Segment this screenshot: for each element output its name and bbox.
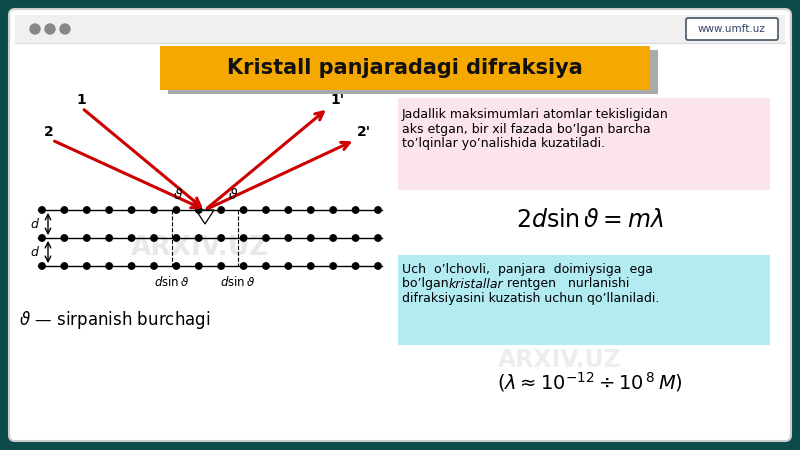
Text: 2: 2 <box>44 125 54 139</box>
Circle shape <box>173 235 179 241</box>
Circle shape <box>262 235 269 241</box>
Circle shape <box>262 263 269 269</box>
Circle shape <box>218 263 224 269</box>
Circle shape <box>285 207 291 213</box>
Text: $\left(\lambda \approx 10^{-12} \div 10^{\,8}\, M\right)$: $\left(\lambda \approx 10^{-12} \div 10^… <box>497 370 683 394</box>
Circle shape <box>307 235 314 241</box>
Text: ARXIV.UZ: ARXIV.UZ <box>498 348 622 372</box>
Circle shape <box>38 263 45 269</box>
Circle shape <box>83 263 90 269</box>
Circle shape <box>374 207 381 213</box>
Text: $\vartheta$: $\vartheta$ <box>228 187 238 202</box>
Circle shape <box>195 235 202 241</box>
Text: $\vartheta$: $\vartheta$ <box>173 187 183 202</box>
Circle shape <box>106 263 112 269</box>
Circle shape <box>240 235 246 241</box>
Text: $2d\sin\vartheta = m\lambda$: $2d\sin\vartheta = m\lambda$ <box>516 208 664 232</box>
Circle shape <box>218 207 224 213</box>
Text: 1': 1' <box>330 93 344 107</box>
FancyBboxPatch shape <box>9 9 791 441</box>
Circle shape <box>61 235 67 241</box>
Circle shape <box>173 263 179 269</box>
Bar <box>168 50 658 94</box>
Text: aks etgan, bir xil fazada bo’lgan barcha: aks etgan, bir xil fazada bo’lgan barcha <box>402 122 650 135</box>
Circle shape <box>128 263 134 269</box>
Circle shape <box>262 207 269 213</box>
Circle shape <box>128 235 134 241</box>
Circle shape <box>240 207 246 213</box>
Circle shape <box>38 235 45 241</box>
Circle shape <box>218 235 224 241</box>
Circle shape <box>352 207 358 213</box>
Text: $\vartheta$ — sirpanish burchagi: $\vartheta$ — sirpanish burchagi <box>19 309 210 331</box>
Text: 1: 1 <box>76 93 86 107</box>
Text: 2': 2' <box>357 125 371 139</box>
Circle shape <box>60 24 70 34</box>
Text: bo’lgan: bo’lgan <box>402 278 457 291</box>
Circle shape <box>83 235 90 241</box>
Circle shape <box>173 207 179 213</box>
Text: www.umft.uz: www.umft.uz <box>698 24 766 34</box>
Text: Jadallik maksimumlari atomlar tekisligidan: Jadallik maksimumlari atomlar tekisligid… <box>402 108 669 121</box>
Text: Uch  o’lchovli,  panjara  doimiysiga  ega: Uch o’lchovli, panjara doimiysiga ega <box>402 263 653 276</box>
Circle shape <box>151 263 157 269</box>
Circle shape <box>106 235 112 241</box>
Circle shape <box>330 207 336 213</box>
Circle shape <box>352 235 358 241</box>
Text: kristallar: kristallar <box>449 278 504 291</box>
Circle shape <box>285 235 291 241</box>
Circle shape <box>195 263 202 269</box>
Circle shape <box>374 263 381 269</box>
Circle shape <box>83 207 90 213</box>
Text: $d\sin\vartheta$: $d\sin\vartheta$ <box>154 275 190 289</box>
Circle shape <box>151 207 157 213</box>
Circle shape <box>151 235 157 241</box>
Text: Kristall panjaradagi difraksiya: Kristall panjaradagi difraksiya <box>227 58 583 78</box>
Bar <box>15 15 785 43</box>
Circle shape <box>330 263 336 269</box>
Circle shape <box>307 263 314 269</box>
Text: ARXIV.UZ: ARXIV.UZ <box>131 235 269 261</box>
Circle shape <box>307 207 314 213</box>
Circle shape <box>352 263 358 269</box>
Bar <box>398 255 770 345</box>
Circle shape <box>106 207 112 213</box>
Circle shape <box>61 263 67 269</box>
Bar <box>160 46 650 90</box>
Circle shape <box>240 263 246 269</box>
Circle shape <box>30 24 40 34</box>
Text: $d\sin\vartheta$: $d\sin\vartheta$ <box>220 275 256 289</box>
Text: $d$: $d$ <box>30 217 40 231</box>
Text: rentgen   nurlanishi: rentgen nurlanishi <box>499 278 630 291</box>
Circle shape <box>330 235 336 241</box>
Circle shape <box>195 207 202 213</box>
Text: difraksiyasini kuzatish uchun qo’llaniladi.: difraksiyasini kuzatish uchun qo’llanila… <box>402 292 659 305</box>
Circle shape <box>38 207 45 213</box>
Circle shape <box>45 24 55 34</box>
Text: to’lqinlar yo’nalishida kuzatiladi.: to’lqinlar yo’nalishida kuzatiladi. <box>402 137 605 150</box>
Circle shape <box>128 207 134 213</box>
Circle shape <box>61 207 67 213</box>
FancyBboxPatch shape <box>686 18 778 40</box>
Text: $d$: $d$ <box>30 245 40 259</box>
Circle shape <box>285 263 291 269</box>
Circle shape <box>374 235 381 241</box>
Bar <box>398 98 770 190</box>
